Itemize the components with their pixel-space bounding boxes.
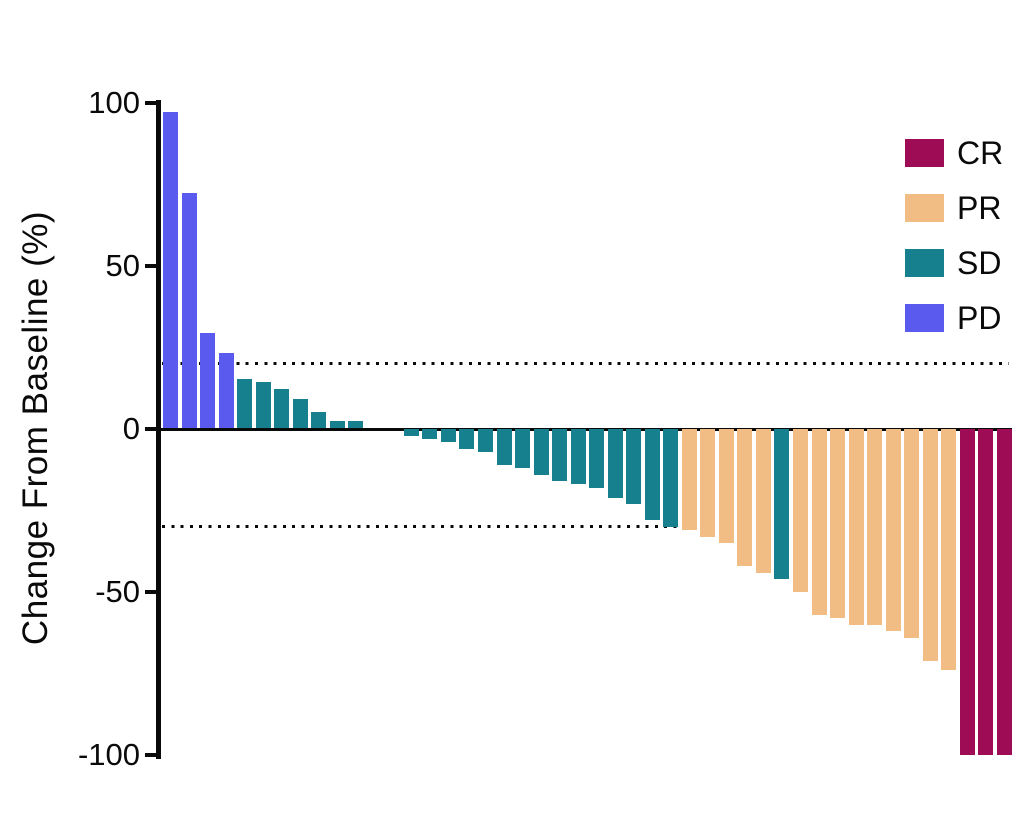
bar-46-cr bbox=[996, 429, 1012, 756]
y-tick-label-0: 0 bbox=[122, 411, 140, 446]
legend-label-pr: PR bbox=[957, 190, 1002, 226]
bar-45-cr bbox=[978, 429, 994, 756]
legend-swatch-cr bbox=[905, 139, 944, 167]
bar-15-sd bbox=[422, 429, 438, 439]
bar-6-sd bbox=[255, 382, 271, 428]
reference-line-progressive-disease-threshold bbox=[162, 362, 1009, 366]
bar-39-pr bbox=[867, 429, 883, 625]
y-tick-label-50: 50 bbox=[105, 247, 140, 283]
y-axis bbox=[156, 100, 161, 759]
legend-label-pd: PD bbox=[957, 300, 1002, 336]
bar-25-sd bbox=[607, 429, 623, 498]
legend-swatch-pd bbox=[905, 304, 944, 332]
bar-9-sd bbox=[311, 411, 327, 428]
bar-37-pr bbox=[830, 429, 846, 619]
bar-21-sd bbox=[533, 429, 549, 475]
bar-32-pr bbox=[737, 429, 753, 566]
bar-5-sd bbox=[237, 379, 253, 428]
bar-3-pd bbox=[200, 333, 216, 428]
bar-10-sd bbox=[329, 421, 345, 428]
bar-8-sd bbox=[292, 398, 308, 428]
bar-20-sd bbox=[515, 429, 531, 469]
bar-40-pr bbox=[885, 429, 901, 632]
bar-36-pr bbox=[811, 429, 827, 615]
bar-41-pr bbox=[904, 429, 920, 638]
bar-34-sd bbox=[774, 429, 790, 580]
y-tick-label--100: -100 bbox=[77, 737, 140, 773]
bar-30-pr bbox=[700, 429, 716, 537]
bar-7-sd bbox=[274, 388, 290, 428]
bar-2-pd bbox=[181, 193, 197, 428]
bar-23-sd bbox=[570, 429, 586, 485]
y-tick--100 bbox=[145, 753, 157, 758]
legend-swatch-pr bbox=[905, 194, 944, 222]
bar-26-sd bbox=[626, 429, 642, 505]
bar-16-sd bbox=[440, 429, 456, 443]
bar-28-sd bbox=[663, 429, 679, 527]
legend-label-sd: SD bbox=[957, 245, 1002, 281]
bar-19-sd bbox=[496, 429, 512, 465]
bar-22-sd bbox=[552, 429, 568, 482]
y-tick-50 bbox=[145, 263, 157, 268]
bar-31-pr bbox=[718, 429, 734, 544]
bar-14-sd bbox=[403, 429, 419, 436]
bar-18-sd bbox=[478, 429, 493, 452]
bar-24-sd bbox=[589, 429, 605, 488]
bar-43-pr bbox=[941, 429, 957, 671]
bar-1-pd bbox=[163, 111, 178, 428]
legend-label-cr: CR bbox=[957, 135, 1004, 171]
bar-38-pr bbox=[848, 429, 864, 625]
bar-series bbox=[163, 103, 1013, 759]
bar-17-sd bbox=[459, 429, 475, 449]
bar-4-pd bbox=[218, 352, 234, 428]
reference-line-partial-response-threshold bbox=[162, 525, 1009, 529]
bar-35-pr bbox=[793, 429, 809, 593]
bar-11-sd bbox=[348, 421, 364, 428]
legend-swatch-sd bbox=[905, 249, 944, 277]
y-tick-0 bbox=[145, 427, 157, 431]
bar-44-cr bbox=[959, 429, 975, 756]
bar-33-pr bbox=[755, 429, 771, 573]
bar-29-pr bbox=[681, 429, 697, 531]
y-tick--50 bbox=[145, 590, 157, 595]
y-tick-100 bbox=[145, 100, 157, 105]
y-tick-label--50: -50 bbox=[95, 574, 140, 610]
bar-42-pr bbox=[922, 429, 938, 661]
bar-27-sd bbox=[644, 429, 660, 521]
y-tick-label-100: 100 bbox=[88, 84, 140, 120]
